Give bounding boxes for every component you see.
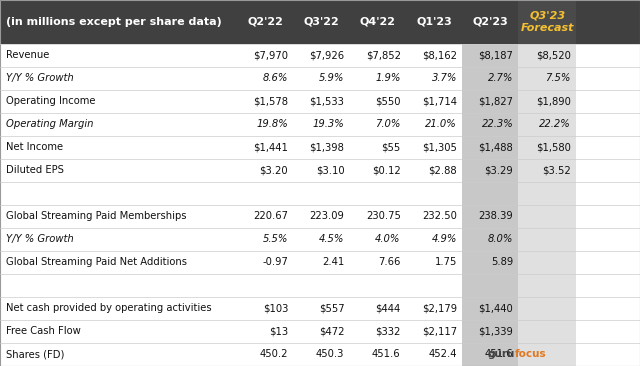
Bar — [0, 0, 518, 44]
Text: $1,890: $1,890 — [536, 96, 571, 107]
Text: guru: guru — [488, 350, 515, 359]
Text: Operating Income: Operating Income — [6, 96, 96, 107]
Text: 7.0%: 7.0% — [375, 119, 401, 130]
Text: 4.5%: 4.5% — [319, 235, 344, 244]
Text: 19.8%: 19.8% — [256, 119, 288, 130]
Text: $557: $557 — [319, 303, 344, 314]
Text: $7,926: $7,926 — [309, 51, 344, 60]
Bar — [518, 0, 576, 44]
Bar — [0, 0, 640, 44]
Text: 7.5%: 7.5% — [545, 74, 571, 83]
Text: Global Streaming Paid Net Additions: Global Streaming Paid Net Additions — [6, 257, 188, 268]
Text: 1.9%: 1.9% — [375, 74, 401, 83]
Text: 8.0%: 8.0% — [488, 235, 513, 244]
Text: Operating Margin: Operating Margin — [6, 119, 94, 130]
Text: Free Cash Flow: Free Cash Flow — [6, 326, 81, 336]
Text: 7.66: 7.66 — [378, 257, 401, 268]
Text: 3.7%: 3.7% — [431, 74, 457, 83]
Bar — [518, 0, 576, 366]
Text: 232.50: 232.50 — [422, 212, 457, 221]
Text: 2.41: 2.41 — [322, 257, 344, 268]
Text: $3.52: $3.52 — [542, 165, 571, 175]
Text: 5.9%: 5.9% — [319, 74, 344, 83]
Text: $55: $55 — [381, 142, 401, 153]
Text: Q2'22: Q2'22 — [247, 17, 283, 27]
Text: Diluted EPS: Diluted EPS — [6, 165, 64, 175]
Text: Shares (FD): Shares (FD) — [6, 350, 65, 359]
Text: Revenue: Revenue — [6, 51, 50, 60]
Text: Q4'22: Q4'22 — [360, 17, 396, 27]
Text: 450.2: 450.2 — [259, 350, 288, 359]
Text: Q2'23: Q2'23 — [472, 17, 508, 27]
Text: $2,117: $2,117 — [422, 326, 457, 336]
Text: focus: focus — [515, 350, 547, 359]
Text: -0.97: -0.97 — [262, 257, 288, 268]
Text: $3.10: $3.10 — [316, 165, 344, 175]
Text: 21.0%: 21.0% — [425, 119, 457, 130]
Text: $8,520: $8,520 — [536, 51, 571, 60]
Text: $2,179: $2,179 — [422, 303, 457, 314]
Text: 451.6: 451.6 — [484, 350, 513, 359]
Text: $13: $13 — [269, 326, 288, 336]
Text: $1,714: $1,714 — [422, 96, 457, 107]
Text: 2.7%: 2.7% — [488, 74, 513, 83]
Text: $444: $444 — [376, 303, 401, 314]
Text: 22.3%: 22.3% — [481, 119, 513, 130]
Text: 238.39: 238.39 — [479, 212, 513, 221]
Text: $2.88: $2.88 — [428, 165, 457, 175]
Text: $1,441: $1,441 — [253, 142, 288, 153]
Text: 22.2%: 22.2% — [539, 119, 571, 130]
Text: Q1'23: Q1'23 — [416, 17, 452, 27]
Text: 223.09: 223.09 — [310, 212, 344, 221]
Text: 450.3: 450.3 — [316, 350, 344, 359]
Text: Q3'22: Q3'22 — [303, 17, 339, 27]
Bar — [462, 44, 518, 366]
Text: $1,339: $1,339 — [479, 326, 513, 336]
Text: $472: $472 — [319, 326, 344, 336]
Text: $1,305: $1,305 — [422, 142, 457, 153]
Text: 19.3%: 19.3% — [312, 119, 344, 130]
Text: $103: $103 — [262, 303, 288, 314]
Text: $1,488: $1,488 — [479, 142, 513, 153]
Text: 4.9%: 4.9% — [431, 235, 457, 244]
Text: $7,852: $7,852 — [365, 51, 401, 60]
Text: $1,533: $1,533 — [310, 96, 344, 107]
Text: Global Streaming Paid Memberships: Global Streaming Paid Memberships — [6, 212, 187, 221]
Text: $1,578: $1,578 — [253, 96, 288, 107]
Text: 4.0%: 4.0% — [375, 235, 401, 244]
Text: $8,187: $8,187 — [479, 51, 513, 60]
Text: $3.29: $3.29 — [484, 165, 513, 175]
Text: $332: $332 — [375, 326, 401, 336]
Text: (in millions except per share data): (in millions except per share data) — [6, 17, 222, 27]
Text: $1,398: $1,398 — [310, 142, 344, 153]
Text: $1,580: $1,580 — [536, 142, 571, 153]
Text: 230.75: 230.75 — [366, 212, 401, 221]
Text: $1,827: $1,827 — [478, 96, 513, 107]
Text: Net Income: Net Income — [6, 142, 63, 153]
Text: 5.5%: 5.5% — [262, 235, 288, 244]
Text: 5.89: 5.89 — [491, 257, 513, 268]
Text: $8,162: $8,162 — [422, 51, 457, 60]
Text: $0.12: $0.12 — [372, 165, 401, 175]
Text: $1,440: $1,440 — [479, 303, 513, 314]
Text: $7,970: $7,970 — [253, 51, 288, 60]
Text: Y/Y % Growth: Y/Y % Growth — [6, 235, 74, 244]
Text: $3.20: $3.20 — [259, 165, 288, 175]
Text: 8.6%: 8.6% — [262, 74, 288, 83]
Text: 451.6: 451.6 — [372, 350, 401, 359]
Text: 452.4: 452.4 — [428, 350, 457, 359]
Text: Y/Y % Growth: Y/Y % Growth — [6, 74, 74, 83]
Text: Q3'23
Forecast: Q3'23 Forecast — [520, 11, 574, 33]
Text: $550: $550 — [375, 96, 401, 107]
Text: 220.67: 220.67 — [253, 212, 288, 221]
Text: 1.75: 1.75 — [435, 257, 457, 268]
Text: Net cash provided by operating activities: Net cash provided by operating activitie… — [6, 303, 212, 314]
